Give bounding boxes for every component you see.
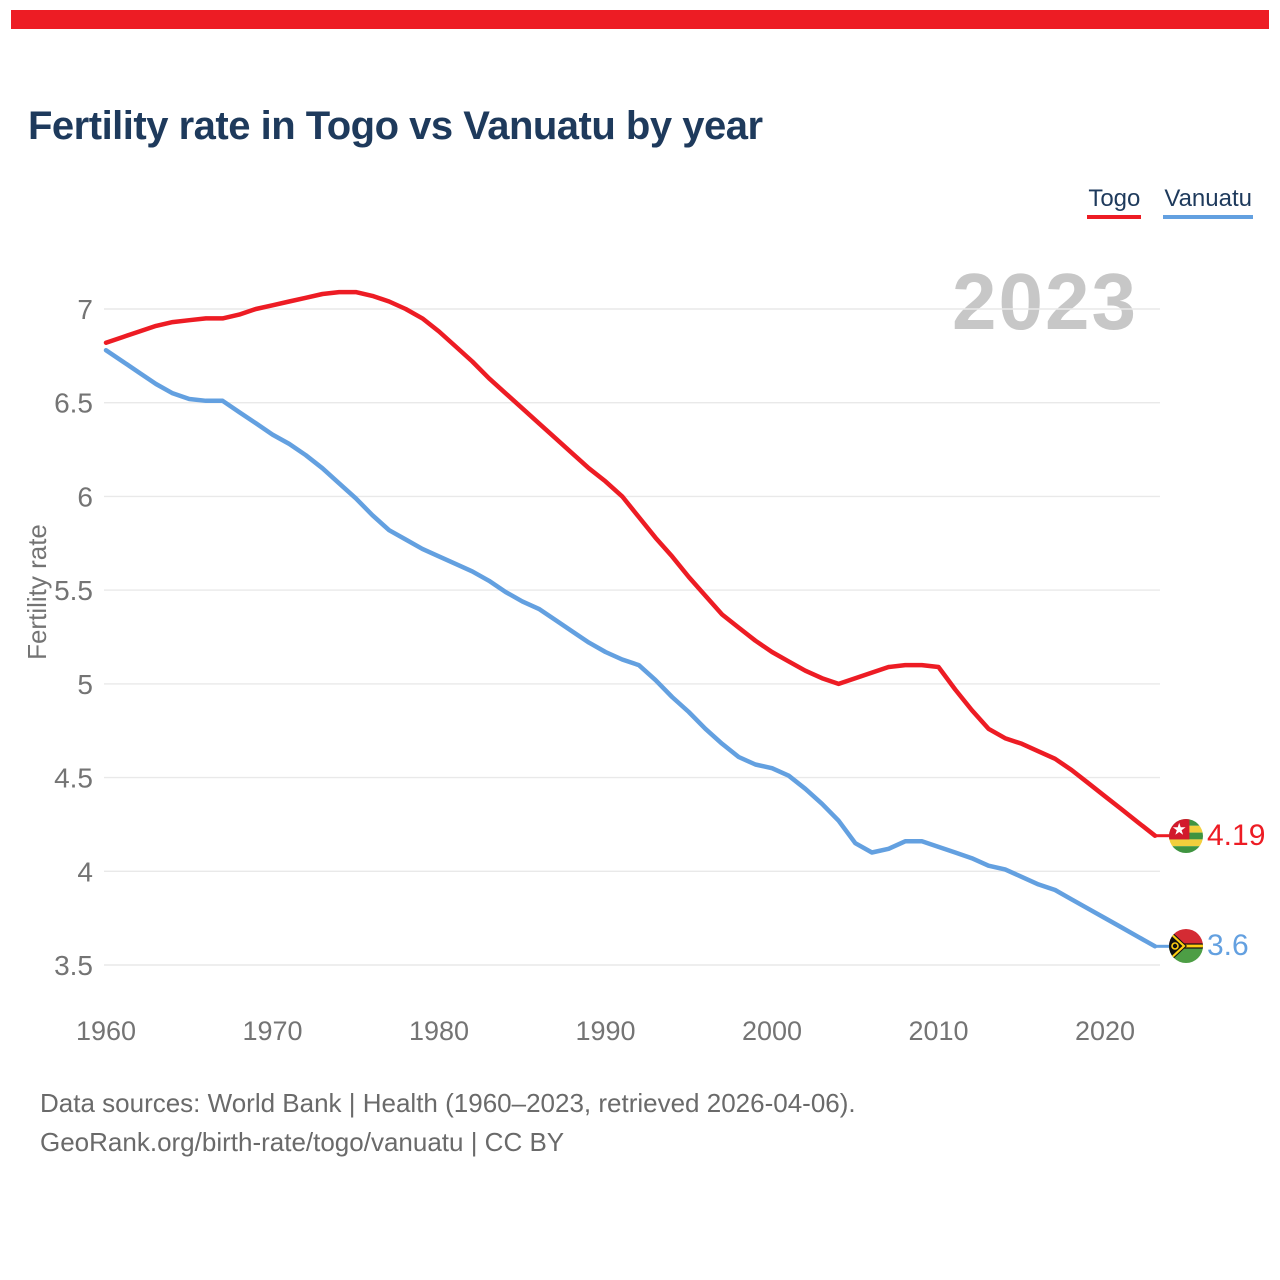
x-tick-label: 2020 xyxy=(1075,1016,1135,1046)
series-line-vanuatu xyxy=(103,347,1158,949)
vanuatu-end-value: 3.6 xyxy=(1207,929,1249,962)
legend-item-togo[interactable]: Togo xyxy=(1087,186,1142,220)
footer: Data sources: World Bank | Health (1960–… xyxy=(40,1084,856,1162)
legend: Togo Vanuatu xyxy=(1087,186,1253,220)
year-watermark: 2023 xyxy=(952,257,1138,346)
y-tick-label: 5 xyxy=(77,669,93,700)
y-tick-label: 4 xyxy=(77,856,93,887)
y-tick-label: 3.5 xyxy=(54,950,93,981)
x-tick-label: 1980 xyxy=(409,1016,469,1046)
x-tick-label: 2000 xyxy=(742,1016,802,1046)
y-tick-label: 7 xyxy=(77,294,93,325)
page-title: Fertility rate in Togo vs Vanuatu by yea… xyxy=(28,104,763,148)
data-sources-line: Data sources: World Bank | Health (1960–… xyxy=(40,1088,856,1118)
attribution-line: GeoRank.org/birth-rate/togo/vanuatu | CC… xyxy=(40,1127,565,1157)
togo-end-value: 4.19 xyxy=(1207,819,1266,852)
togo-flag-icon xyxy=(1169,819,1203,853)
vanuatu-flag-icon xyxy=(1169,929,1203,963)
y-axis-title: Fertility rate xyxy=(22,524,52,660)
legend-item-vanuatu[interactable]: Vanuatu xyxy=(1163,186,1253,220)
y-tick-label: 6 xyxy=(77,481,93,512)
x-tick-label: 1990 xyxy=(575,1016,635,1046)
x-tick-label: 1960 xyxy=(76,1016,136,1046)
y-tick-label: 5.5 xyxy=(54,575,93,606)
y-tick-label: 6.5 xyxy=(54,388,93,419)
top-accent-bar xyxy=(11,10,1269,29)
x-tick-label: 2010 xyxy=(908,1016,968,1046)
series-line-togo xyxy=(103,289,1158,838)
x-tick-label: 1970 xyxy=(242,1016,302,1046)
y-tick-label: 4.5 xyxy=(54,763,93,794)
